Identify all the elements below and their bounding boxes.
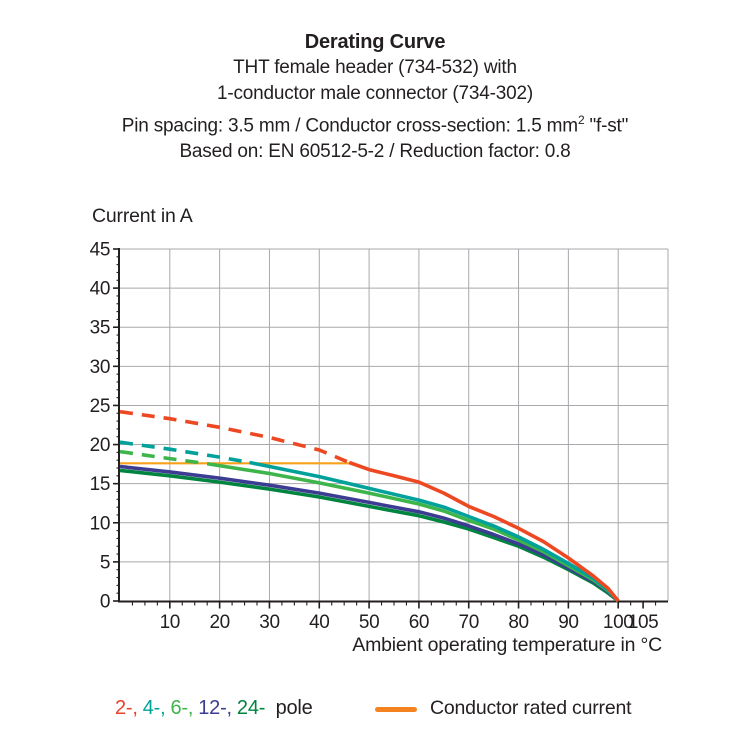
x-tick-label: 90 [558,612,578,633]
legend-rated-current: Conductor rated current [375,697,632,720]
legend-item-24-pole: 24- [236,697,266,719]
legend-pole-counts: 2-, 4-, 6-, 12-, 24- pole [115,697,313,720]
curve-6-pole-dashed [119,449,210,466]
x-tick-label: 20 [209,612,229,633]
legend-item-4-pole: 4-, [142,697,166,719]
y-tick-label: 0 [100,592,110,613]
y-tick-label: 10 [90,513,110,534]
y-tick-label: 5 [100,552,110,573]
x-axis-title: Ambient operating temperature in °C [352,634,662,656]
y-tick-label: 40 [90,279,110,300]
subtitle-line3-superscript: 2 [577,113,585,127]
rated-current-line-swatch [375,707,417,712]
chart-subtitle-line1: THT female header (734-532) with [233,57,517,78]
subtitle-line3-post: "f-st" [584,115,629,137]
curve-2-pole-dashed [119,409,350,465]
x-tick-label: 10 [160,612,180,633]
x-tick-label: 30 [259,612,279,633]
x-tick-label: 100 [603,612,634,633]
legend-pole-suffix: pole [270,697,313,719]
y-tick-label: 15 [90,474,110,495]
x-tick-label: 50 [359,612,379,633]
chart-subtitle-line4: Based on: EN 60512-5-2 / Reduction facto… [179,141,571,163]
x-tick-label: 40 [309,612,329,633]
rated-current-label: Conductor rated current [430,697,632,719]
x-tick-label: 60 [409,612,429,633]
legend-item-6-pole: 6-, [170,697,194,719]
curve-4-pole-dashed [119,440,250,465]
y-tick-label: 30 [90,357,110,378]
chart-title: Derating Curve [304,31,446,53]
chart-subtitle-line2: 1-conductor male connector (734-302) [217,83,533,104]
y-tick-label: 25 [90,396,110,417]
y-tick-label: 45 [90,240,110,261]
y-tick-label: 20 [90,435,110,456]
legend-item-2-pole: 2-, [115,697,138,719]
y-axis-title: Current in A [92,205,193,227]
x-tick-label: 105 [628,612,659,633]
curve-2-pole [348,460,620,603]
x-tick-label: 80 [508,612,528,633]
chart-title-block: Derating Curve THT female header (734-53… [0,29,750,165]
chart-subtitle-line3: Pin spacing: 3.5 mm / Conductor cross-se… [0,107,750,139]
subtitle-line3-pre: Pin spacing: 3.5 mm / Conductor cross-se… [121,115,578,137]
legend-item-12-pole: 12-, [198,697,232,719]
x-tick-label: 70 [459,612,479,633]
y-tick-label: 35 [90,318,110,339]
